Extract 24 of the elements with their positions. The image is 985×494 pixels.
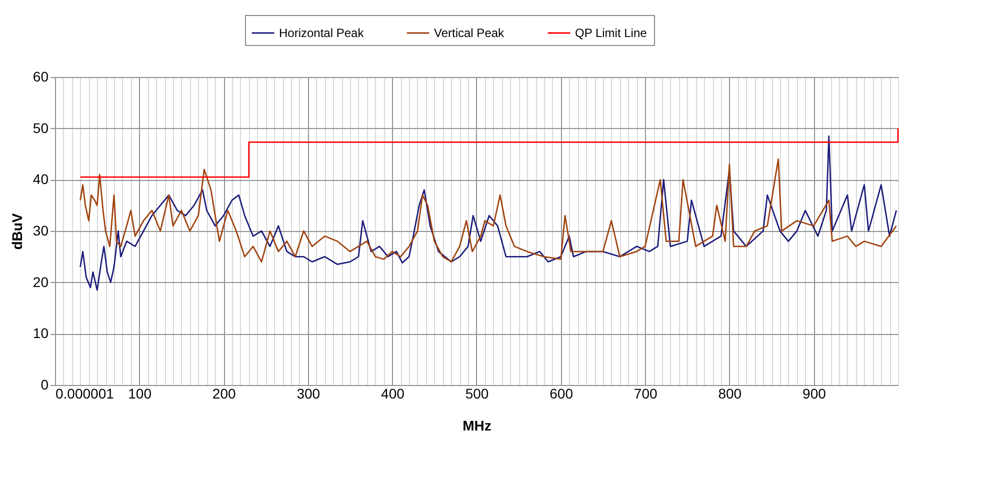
y-tick-label: 10 [32, 325, 49, 342]
x-tick-label: 300 [296, 386, 320, 402]
x-tick-label: 900 [802, 386, 826, 402]
line-series [80, 158, 898, 262]
y-tick-label: 60 [32, 68, 49, 84]
x-tick-label: 500 [465, 386, 489, 402]
y-tick-label: 20 [32, 274, 49, 290]
legend-label: Vertical Peak [434, 26, 506, 40]
x-tick-label: 400 [381, 386, 405, 402]
x-axis-title: MHz [462, 418, 492, 434]
x-tick-label: 200 [212, 386, 236, 402]
line-series [80, 135, 898, 291]
y-tick-label: 50 [32, 120, 49, 136]
y-tick-label: 0 [40, 376, 49, 392]
x-tick-label: 600 [550, 386, 574, 402]
y-tick-label: 40 [32, 171, 49, 188]
legend-label: QP Limit Line [575, 26, 648, 40]
y-tick-label: 30 [32, 222, 49, 238]
x-tick-label: 0.000001 [56, 386, 114, 402]
x-tick-label: 100 [128, 386, 152, 402]
x-tick-label: 700 [634, 386, 658, 402]
legend-label: Horizontal Peak [279, 26, 365, 40]
y-axis-title: dBuV [8, 212, 25, 250]
x-tick-label: 800 [718, 386, 742, 402]
